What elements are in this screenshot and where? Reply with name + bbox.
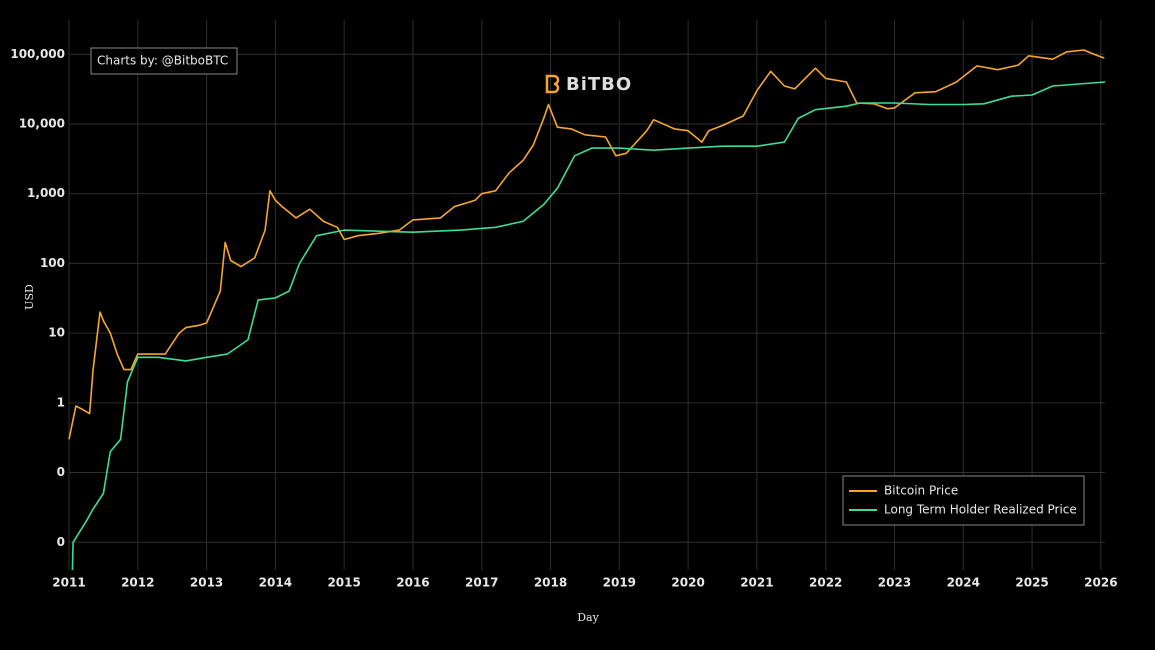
- x-tick-label: 2013: [190, 576, 223, 590]
- legend: Bitcoin Price Long Term Holder Realized P…: [842, 475, 1085, 526]
- x-tick-label: 2019: [603, 576, 636, 590]
- x-tick-label: 2025: [1015, 576, 1048, 590]
- x-tick-label: 2018: [534, 576, 567, 590]
- x-axis-title: Day: [577, 611, 599, 624]
- series-line: [71, 81, 1106, 571]
- y-tick-label: 0: [57, 465, 65, 479]
- x-tick-label: 2012: [121, 576, 154, 590]
- x-tick-label: 2022: [809, 576, 842, 590]
- logo-icon: [545, 74, 560, 94]
- lines: [68, 49, 1106, 571]
- series-line: [68, 49, 1105, 440]
- y-tick-label: 10,000: [19, 116, 65, 130]
- annotation: Charts by: @BitboBTC: [97, 54, 228, 68]
- y-axis-title: USD: [23, 284, 36, 310]
- x-tick-label: 2016: [396, 576, 429, 590]
- legend-label: Long Term Holder Realized Price: [884, 503, 1077, 517]
- legend-box: [842, 475, 1085, 526]
- y-tick-label: 1: [57, 395, 65, 409]
- logo-text: BiTBO: [566, 74, 632, 95]
- y-tick-label: 10: [48, 326, 65, 340]
- x-tick-label: 2023: [878, 576, 911, 590]
- x-tick-label: 2026: [1084, 576, 1117, 590]
- x-tick-label: 2021: [740, 576, 773, 590]
- annotation-box: [90, 47, 238, 75]
- x-tick-label: 2020: [671, 576, 704, 590]
- x-tick-label: 2017: [465, 576, 498, 590]
- legend-label: Bitcoin Price: [884, 484, 958, 498]
- x-tick-label: 2024: [947, 576, 980, 590]
- x-tick-label: 2015: [327, 576, 360, 590]
- x-tick-label: 2011: [52, 576, 85, 590]
- y-tick-label: 100: [40, 256, 65, 270]
- y-tick-label: 1,000: [27, 186, 65, 200]
- y-tick-label: 0: [57, 535, 65, 549]
- y-tick-label: 100,000: [10, 47, 65, 61]
- x-tick-label: 2014: [259, 576, 292, 590]
